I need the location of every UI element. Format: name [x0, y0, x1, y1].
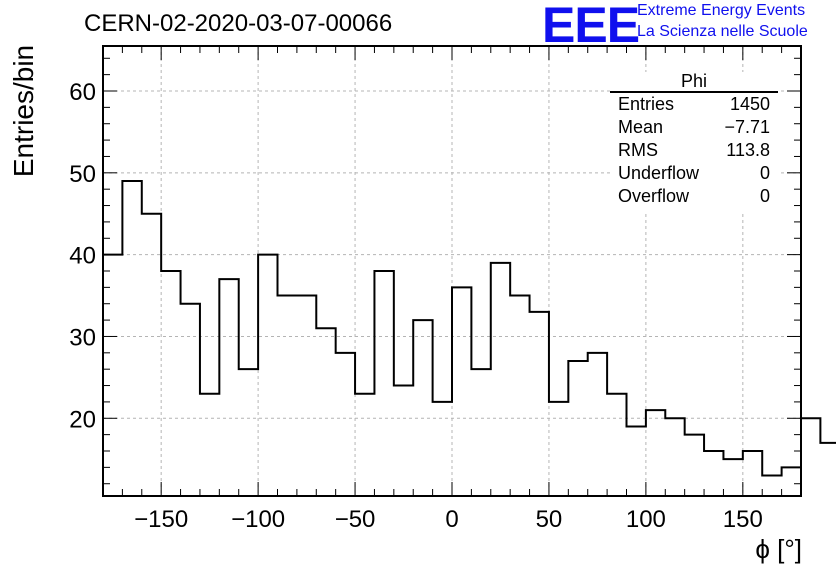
histogram-series	[102, 180, 836, 496]
y-tick-label: 50	[69, 161, 96, 188]
stats-row-label: Mean	[618, 117, 663, 137]
logo-subtitle-line2: La Scienza nelle Scuole	[637, 23, 808, 40]
stats-row-label: Entries	[618, 94, 674, 114]
stats-row-value: 0	[760, 163, 770, 183]
stats-row-value: −7.71	[724, 117, 770, 137]
stats-row-label: RMS	[618, 140, 658, 160]
y-tick-label: 20	[69, 406, 96, 433]
x-tick-label: 50	[536, 506, 563, 533]
x-tick-label: −150	[134, 506, 188, 533]
stats-row-label: Underflow	[618, 163, 700, 183]
x-axis-label: ϕ [°]	[755, 534, 802, 564]
stats-row-value: 1450	[730, 94, 770, 114]
x-tick-label: 0	[445, 506, 458, 533]
y-tick-label: 60	[69, 79, 96, 106]
chart-title: CERN-02-2020-03-07-00066	[84, 10, 393, 37]
x-tick-label: −100	[231, 506, 285, 533]
y-tick-label: 30	[69, 324, 96, 351]
stats-box-title: Phi	[681, 71, 707, 91]
stats-row-value: 0	[760, 186, 770, 206]
stats-row-label: Overflow	[618, 186, 690, 206]
x-tick-label: 100	[626, 506, 666, 533]
y-tick-label: 40	[69, 243, 96, 270]
stats-row-value: 113.8	[726, 140, 770, 160]
eee-logo: EEE	[542, 0, 640, 53]
stats-box-bg	[610, 72, 778, 212]
logo-subtitle-line1: Extreme Energy Events	[637, 2, 806, 19]
x-tick-label: −50	[335, 506, 376, 533]
x-tick-label: 150	[723, 506, 763, 533]
